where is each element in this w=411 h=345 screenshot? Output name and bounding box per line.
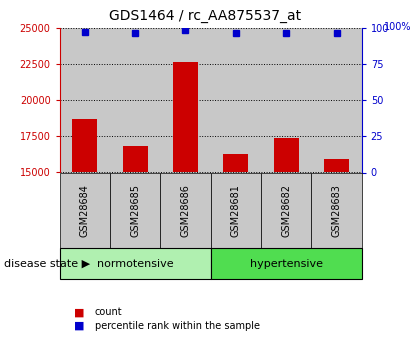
- Text: GSM28682: GSM28682: [281, 184, 291, 237]
- Bar: [324, 159, 349, 172]
- Text: normotensive: normotensive: [97, 259, 173, 269]
- Text: percentile rank within the sample: percentile rank within the sample: [95, 321, 259, 331]
- Text: GSM28683: GSM28683: [332, 184, 342, 237]
- Bar: [173, 62, 198, 172]
- Text: GDS1464 / rc_AA875537_at: GDS1464 / rc_AA875537_at: [109, 9, 302, 23]
- Bar: [122, 146, 148, 172]
- Text: ■: ■: [74, 321, 85, 331]
- Text: GSM28685: GSM28685: [130, 184, 140, 237]
- Text: GSM28681: GSM28681: [231, 184, 241, 237]
- Text: ■: ■: [74, 307, 85, 317]
- Bar: [72, 119, 97, 172]
- Text: GSM28684: GSM28684: [80, 184, 90, 237]
- Text: count: count: [95, 307, 122, 317]
- Y-axis label: 100%: 100%: [384, 22, 411, 32]
- Text: GSM28686: GSM28686: [180, 184, 190, 237]
- Text: disease state ▶: disease state ▶: [4, 259, 90, 269]
- Text: hypertensive: hypertensive: [249, 259, 323, 269]
- Bar: [223, 154, 248, 172]
- Bar: [274, 138, 299, 172]
